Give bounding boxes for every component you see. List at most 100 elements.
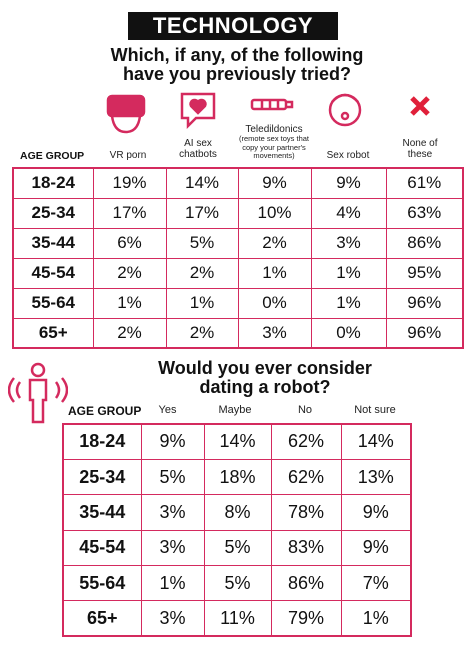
value-cell: 62%	[270, 458, 342, 496]
value-cell: 9%	[237, 167, 312, 199]
person-icon	[8, 362, 68, 424]
age-cell: 45-54	[12, 257, 94, 289]
value-cell: 5%	[140, 458, 205, 496]
value-cell: 95%	[385, 257, 464, 289]
value-cell: 0%	[237, 287, 312, 319]
column-header: Yes	[158, 404, 177, 416]
value-cell: 13%	[340, 458, 412, 496]
value-cell: 2%	[165, 257, 239, 289]
value-cell: 14%	[165, 167, 239, 199]
value-cell: 86%	[270, 565, 342, 602]
column-header: AI sex chatbots	[179, 138, 217, 160]
age-cell: 35-44	[12, 227, 94, 259]
value-cell: 86%	[385, 227, 464, 259]
table-row: 55-64 1% 5% 86% 7%	[62, 565, 412, 602]
column-header: Not sure	[354, 404, 396, 416]
column-header: VR porn	[109, 150, 147, 161]
age-cell: 45-54	[62, 529, 142, 567]
column-header-group: Teledildonics (remote sex toys that copy…	[233, 124, 315, 161]
value-cell: 0%	[310, 317, 387, 349]
value-cell: 1%	[237, 257, 312, 289]
value-cell: 14%	[340, 423, 412, 460]
question-line: Which, if any, of the following	[110, 45, 364, 65]
value-cell: 63%	[385, 197, 464, 229]
value-cell: 1%	[310, 257, 387, 289]
table-row: 65+ 3% 11% 79% 1%	[62, 600, 412, 637]
value-cell: 79%	[270, 600, 342, 637]
value-cell: 3%	[310, 227, 387, 259]
age-cell: 55-64	[12, 287, 94, 319]
table-row: 45-54 2% 2% 1% 1% 95%	[12, 257, 464, 289]
table-row: 35-44 3% 8% 78% 9%	[62, 494, 412, 531]
table-row: 25-34 17% 17% 10% 4% 63%	[12, 197, 464, 229]
value-cell: 9%	[340, 529, 412, 567]
value-cell: 17%	[165, 197, 239, 229]
table-row: 35-44 6% 5% 2% 3% 86%	[12, 227, 464, 259]
age-cell: 65+	[62, 600, 142, 637]
banner-title: TECHNOLOGY	[128, 12, 338, 40]
table: 18-24 9% 14% 62% 14% 25-34 5% 18% 62% 13% 35-44 3% 8…	[62, 423, 412, 638]
value-cell: 14%	[203, 423, 272, 460]
column-header: None of these	[402, 138, 438, 160]
value-cell: 96%	[385, 317, 464, 349]
value-cell: 2%	[92, 317, 167, 349]
column-header: AGE GROUP	[68, 404, 142, 418]
value-cell: 96%	[385, 287, 464, 319]
value-cell: 3%	[140, 494, 205, 531]
value-cell: 10%	[237, 197, 312, 229]
value-cell: 1%	[140, 565, 205, 602]
value-cell: 2%	[237, 227, 312, 259]
value-cell: 3%	[140, 600, 205, 637]
question-line: have you previously tried?	[122, 64, 352, 84]
question-1: Which, if any, of the following have you…	[40, 46, 434, 84]
value-cell: 5%	[203, 565, 272, 602]
age-cell: 25-34	[12, 197, 94, 229]
icons	[106, 92, 430, 134]
value-cell: 4%	[310, 197, 387, 229]
value-cell: 1%	[340, 600, 412, 637]
age-cell: 65+	[12, 317, 94, 349]
value-cell: 11%	[203, 600, 272, 637]
age-cell: 35-44	[62, 494, 142, 531]
value-cell: 2%	[92, 257, 167, 289]
value-cell: 3%	[140, 529, 205, 567]
value-cell: 61%	[385, 167, 464, 199]
age-cell: 25-34	[62, 458, 142, 496]
value-cell: 9%	[140, 423, 205, 460]
value-cell: 5%	[203, 529, 272, 567]
value-cell: 2%	[165, 317, 239, 349]
column-header: No	[297, 404, 313, 416]
value-cell: 9%	[310, 167, 387, 199]
value-cell: 83%	[270, 529, 342, 567]
value-cell: 8%	[203, 494, 272, 531]
value-cell: 1%	[165, 287, 239, 319]
value-cell: 78%	[270, 494, 342, 531]
value-cell: 1%	[92, 287, 167, 319]
column-header: AGE GROUP	[20, 150, 85, 162]
column-header: Sex robot	[326, 150, 370, 161]
table-row: 55-64 1% 1% 0% 1% 96%	[12, 287, 464, 319]
table: 18-24 19% 14% 9% 9% 61% 25-34 17% 17% 10% 4% 63% 35-…	[12, 167, 464, 349]
column-header: Maybe	[218, 404, 252, 416]
question-line: Would you ever consider	[158, 358, 372, 378]
table-row: 18-24 19% 14% 9% 9% 61%	[12, 167, 464, 199]
age-cell: 18-24	[12, 167, 94, 199]
question-2: Would you ever consider dating a robot?	[80, 359, 450, 397]
value-cell: 9%	[340, 494, 412, 531]
table-row: 25-34 5% 18% 62% 13%	[62, 458, 412, 496]
table-row: 65+ 2% 2% 3% 0% 96%	[12, 317, 464, 349]
value-cell: 7%	[340, 565, 412, 602]
question-line: dating a robot?	[199, 377, 331, 397]
value-cell: 18%	[203, 458, 272, 496]
table-row: 18-24 9% 14% 62% 14%	[62, 423, 412, 460]
table-row: 45-54 3% 5% 83% 9%	[62, 529, 412, 567]
value-cell: 62%	[270, 423, 342, 460]
value-cell: 1%	[310, 287, 387, 319]
age-cell: 55-64	[62, 565, 142, 602]
value-cell: 19%	[92, 167, 167, 199]
value-cell: 5%	[165, 227, 239, 259]
value-cell: 3%	[237, 317, 312, 349]
age-cell: 18-24	[62, 423, 142, 460]
column-note: (remote sex toys that copy your partner'…	[238, 134, 310, 160]
